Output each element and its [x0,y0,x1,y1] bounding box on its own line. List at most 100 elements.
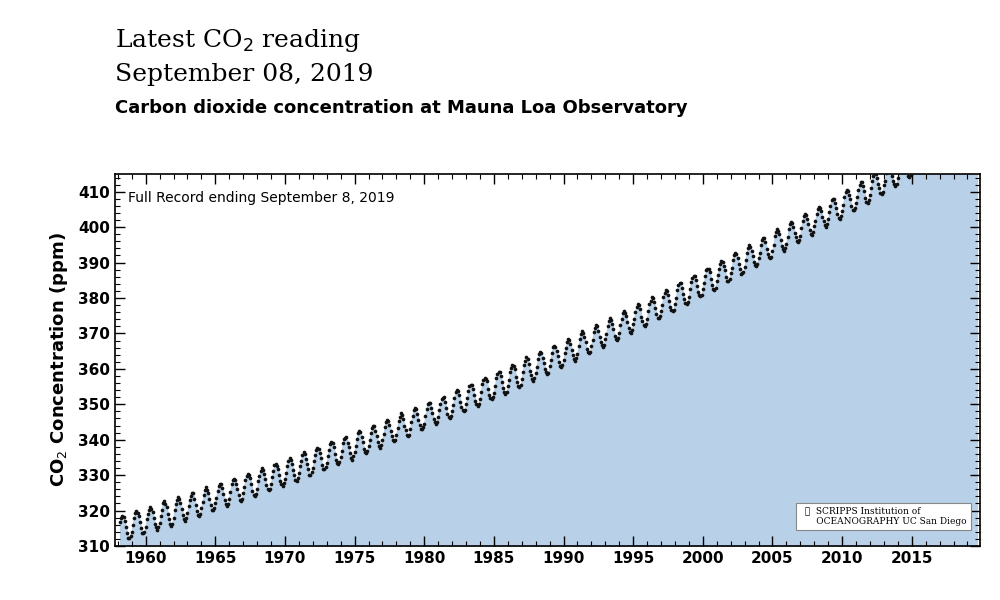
Point [732,264,748,274]
Point [348,441,364,451]
Point [804,230,820,239]
Point [543,356,559,365]
Point [146,514,162,523]
Point [399,430,415,440]
Point [663,305,679,314]
Point [829,209,845,218]
Point [190,510,206,520]
Point [441,412,457,422]
Point [427,418,443,427]
Point [215,490,231,499]
Point [836,193,852,202]
Point [496,387,512,397]
Point [787,228,803,238]
Point [604,319,620,329]
Point [868,169,884,178]
Point [647,304,663,313]
Point [926,145,942,154]
Text: Ⓜ  SCRIPPS Institution of
      OCEANOGRAPHY UC San Diego: Ⓜ SCRIPPS Institution of OCEANOGRAPHY UC… [799,506,967,526]
Point [951,118,967,128]
Point [530,355,546,364]
Point [366,422,382,431]
Point [676,295,692,304]
Point [596,340,612,350]
Point [559,337,575,347]
Point [780,232,796,242]
Point [609,335,625,345]
Point [294,450,310,460]
Point [278,468,294,478]
Point [937,127,953,137]
Point [343,453,359,463]
Point [347,448,363,457]
Point [703,274,719,283]
Point [260,485,276,494]
Point [362,435,378,445]
Point [598,329,614,339]
Point [562,339,578,349]
Point [539,369,555,379]
Point [839,185,855,195]
Point [453,402,469,412]
Point [908,143,924,153]
Point [443,411,459,421]
Point [930,152,946,162]
Point [813,206,829,215]
Point [672,278,688,288]
Point [665,306,681,316]
Point [915,163,931,173]
Point [289,476,305,485]
Point [205,505,221,515]
Point [442,413,458,422]
Point [674,283,690,293]
Point [314,460,330,470]
Point [699,264,715,274]
Point [870,179,886,188]
Point [358,448,374,458]
Point [881,159,897,169]
Point [168,500,184,509]
Point [189,506,205,515]
Point [300,464,316,473]
Point [565,350,581,360]
Point [161,514,177,524]
Point [518,353,534,362]
Point [319,458,335,468]
Point [327,449,343,459]
Point [393,409,409,418]
Point [694,290,710,300]
Point [486,388,502,398]
Point [344,455,360,464]
Point [449,385,465,395]
Point [409,409,425,418]
Point [747,260,763,270]
Point [307,451,323,460]
Point [508,372,524,382]
Point [790,238,806,247]
Point [682,284,698,294]
Point [320,451,336,460]
Point [723,269,739,278]
Point [771,230,787,239]
Point [718,272,734,282]
Point [955,133,971,143]
Point [778,239,794,248]
Point [590,326,606,335]
Point [119,528,135,538]
Point [834,206,850,215]
Point [968,119,984,128]
Point [350,428,366,437]
Point [666,305,682,314]
Point [181,501,197,511]
Point [341,443,357,452]
Point [492,367,508,377]
Point [610,333,626,343]
Point [175,510,191,520]
Point [552,361,568,370]
Point [275,481,291,491]
Point [636,320,652,330]
Point [789,236,805,246]
Point [210,486,226,496]
Point [653,306,669,316]
Point [420,400,436,409]
